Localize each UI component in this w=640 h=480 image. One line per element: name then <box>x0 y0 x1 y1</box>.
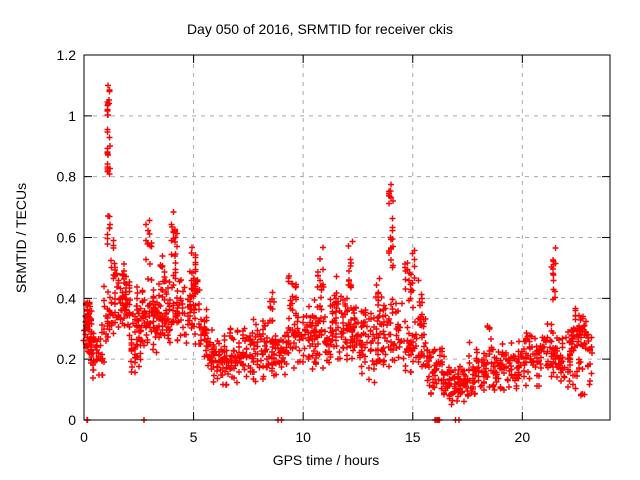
chart-title: Day 050 of 2016, SRMTID for receiver cki… <box>186 21 454 37</box>
y-tick-label: 0.2 <box>57 351 77 367</box>
x-tick-label: 15 <box>405 429 421 445</box>
axis-ticks <box>83 54 610 421</box>
y-tick-label: 0.6 <box>57 230 77 246</box>
x-tick-label: 5 <box>190 429 198 445</box>
x-tick-label: 20 <box>515 429 531 445</box>
y-tick-label: 0.4 <box>57 290 77 306</box>
y-tick-label: 0.8 <box>57 169 77 185</box>
data-points <box>80 82 595 423</box>
y-tick-label: 1.2 <box>57 47 77 63</box>
x-tick-label: 10 <box>295 429 311 445</box>
x-axis-label: GPS time / hours <box>272 452 380 468</box>
x-tick-label: 0 <box>80 429 88 445</box>
y-tick-label: 0 <box>68 412 76 428</box>
y-tick-label: 1 <box>68 108 76 124</box>
